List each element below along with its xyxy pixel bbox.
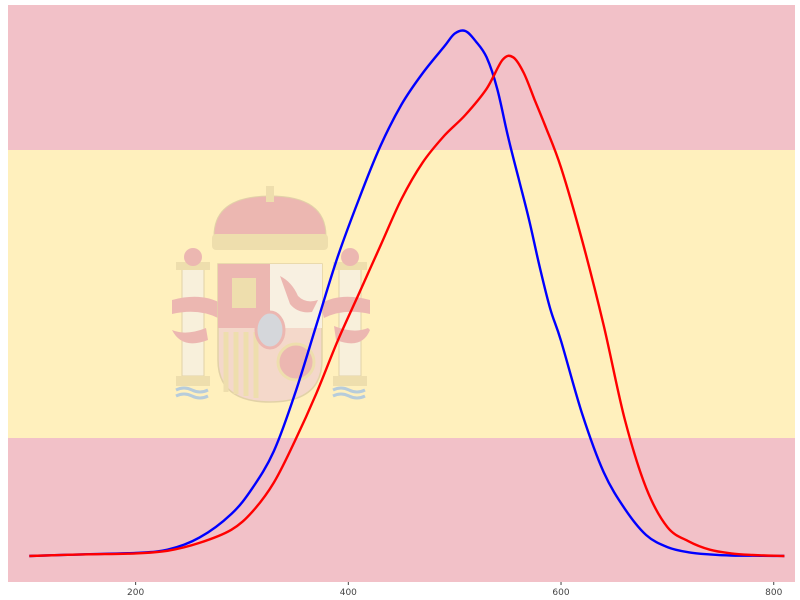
x-axis: 200 400 600 800 [127, 582, 783, 598]
flag-bottom-red-band [8, 438, 795, 582]
coat-of-arms-emblem [172, 186, 370, 403]
x-tick-label-400: 400 [340, 588, 357, 598]
x-tick-label-800: 800 [765, 588, 782, 598]
spain-flag-background [8, 5, 795, 582]
density-line-2 [29, 54, 785, 558]
flag-top-red-band [8, 5, 795, 150]
density-lines [29, 29, 785, 558]
x-tick-label-200: 200 [127, 588, 144, 598]
density-line-1 [29, 29, 785, 558]
flag-middle-yellow-band [8, 150, 795, 438]
x-tick-label-600: 600 [552, 588, 569, 598]
